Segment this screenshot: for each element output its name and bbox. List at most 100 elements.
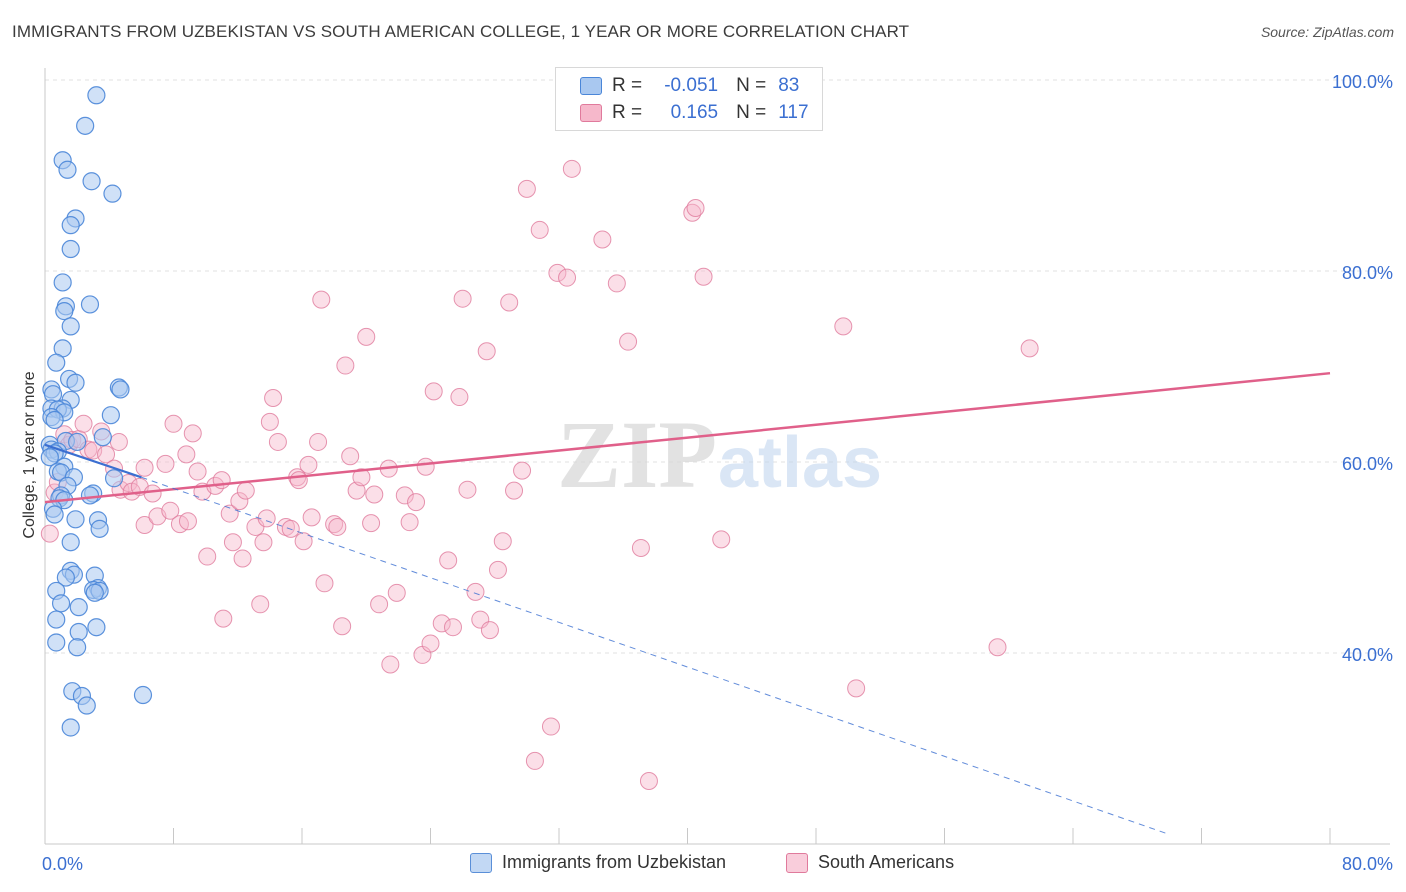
data-point-south-americans xyxy=(334,618,351,635)
data-point-south-americans xyxy=(501,294,518,311)
data-point-south-americans xyxy=(255,534,272,551)
data-point-south-americans xyxy=(199,548,216,565)
data-point-south-americans xyxy=(454,290,471,307)
data-point-south-americans xyxy=(252,596,269,613)
data-point-south-americans xyxy=(444,619,461,636)
n-value: 83 xyxy=(778,75,799,97)
n-label: N = xyxy=(736,102,766,124)
data-point-uzbekistan xyxy=(59,161,76,178)
data-point-south-americans xyxy=(316,575,333,592)
data-point-south-americans xyxy=(526,752,543,769)
data-point-uzbekistan xyxy=(54,274,71,291)
data-point-uzbekistan xyxy=(112,381,129,398)
data-point-south-americans xyxy=(506,482,523,499)
data-point-uzbekistan xyxy=(48,611,65,628)
data-point-south-americans xyxy=(388,584,405,601)
data-point-south-americans xyxy=(234,550,251,567)
data-point-uzbekistan xyxy=(69,433,86,450)
data-point-south-americans xyxy=(269,433,286,450)
data-point-south-americans xyxy=(489,561,506,578)
legend-item-south-americans[interactable]: South Americans xyxy=(786,852,954,873)
data-point-uzbekistan xyxy=(94,429,111,446)
data-point-uzbekistan xyxy=(56,303,73,320)
data-point-south-americans xyxy=(478,343,495,360)
data-point-south-americans xyxy=(184,425,201,442)
data-point-uzbekistan xyxy=(53,595,70,612)
n-value: 117 xyxy=(778,102,808,124)
data-point-south-americans xyxy=(835,318,852,335)
data-point-south-americans xyxy=(300,456,317,473)
data-point-uzbekistan xyxy=(69,639,86,656)
data-point-south-americans xyxy=(382,656,399,673)
data-point-uzbekistan xyxy=(134,687,151,704)
data-point-uzbekistan xyxy=(46,506,63,523)
data-point-uzbekistan xyxy=(62,241,79,258)
data-point-uzbekistan xyxy=(78,697,95,714)
data-point-south-americans xyxy=(178,446,195,463)
grid-lines xyxy=(45,80,1390,653)
data-point-south-americans xyxy=(366,486,383,503)
data-point-uzbekistan xyxy=(67,374,84,391)
data-point-south-americans xyxy=(687,199,704,216)
r-value: -0.051 xyxy=(648,75,718,97)
data-point-south-americans xyxy=(640,772,657,789)
data-point-uzbekistan xyxy=(62,534,79,551)
blue-swatch xyxy=(470,853,492,873)
series-legend: Immigrants from Uzbekistan South America… xyxy=(0,852,1406,876)
data-point-south-americans xyxy=(594,231,611,248)
data-point-south-americans xyxy=(848,680,865,697)
pink-swatch xyxy=(580,104,602,122)
data-point-south-americans xyxy=(1021,340,1038,357)
data-point-uzbekistan xyxy=(106,470,123,487)
uzbekistan-points xyxy=(41,87,151,736)
data-point-south-americans xyxy=(237,482,254,499)
data-point-south-americans xyxy=(518,180,535,197)
data-point-south-americans xyxy=(363,515,380,532)
data-point-uzbekistan xyxy=(48,634,65,651)
data-point-south-americans xyxy=(620,333,637,350)
data-point-south-americans xyxy=(265,390,282,407)
data-point-uzbekistan xyxy=(70,623,87,640)
data-point-uzbekistan xyxy=(81,296,98,313)
data-point-south-americans xyxy=(165,415,182,432)
data-point-south-americans xyxy=(179,513,196,530)
watermark-atlas: atlas xyxy=(718,423,882,503)
data-point-uzbekistan xyxy=(77,117,94,134)
data-point-south-americans xyxy=(215,610,232,627)
data-point-uzbekistan xyxy=(104,185,121,202)
data-point-south-americans xyxy=(713,531,730,548)
data-point-south-americans xyxy=(563,160,580,177)
data-point-south-americans xyxy=(371,596,388,613)
data-point-south-americans xyxy=(422,635,439,652)
data-point-south-americans xyxy=(531,221,548,238)
legend-row-south-americans: R = 0.165 N = 117 xyxy=(580,100,809,126)
watermark-zip: ZIP xyxy=(557,401,717,508)
data-point-south-americans xyxy=(337,357,354,374)
data-point-south-americans xyxy=(342,448,359,465)
data-point-uzbekistan xyxy=(62,217,79,234)
data-point-south-americans xyxy=(144,485,161,502)
y-tick-label: 100.0% xyxy=(1332,72,1393,92)
data-point-south-americans xyxy=(224,534,241,551)
data-point-south-americans xyxy=(481,622,498,639)
data-point-south-americans xyxy=(261,413,278,430)
data-point-south-americans xyxy=(303,509,320,526)
data-point-south-americans xyxy=(310,433,327,450)
legend-label: South Americans xyxy=(818,852,954,873)
data-point-south-americans xyxy=(459,481,476,498)
legend-item-uzbekistan[interactable]: Immigrants from Uzbekistan xyxy=(470,852,726,873)
y-tick-label: 40.0% xyxy=(1342,645,1393,665)
data-point-south-americans xyxy=(451,389,468,406)
data-point-uzbekistan xyxy=(67,511,84,528)
y-tick-label: 80.0% xyxy=(1342,263,1393,283)
data-point-uzbekistan xyxy=(46,411,63,428)
data-point-south-americans xyxy=(467,583,484,600)
data-point-south-americans xyxy=(401,514,418,531)
data-point-uzbekistan xyxy=(70,599,87,616)
data-point-south-americans xyxy=(408,494,425,511)
legend-label: Immigrants from Uzbekistan xyxy=(502,852,726,873)
r-label: R = xyxy=(612,102,642,124)
data-point-south-americans xyxy=(290,472,307,489)
data-point-south-americans xyxy=(632,539,649,556)
data-point-uzbekistan xyxy=(102,407,119,424)
